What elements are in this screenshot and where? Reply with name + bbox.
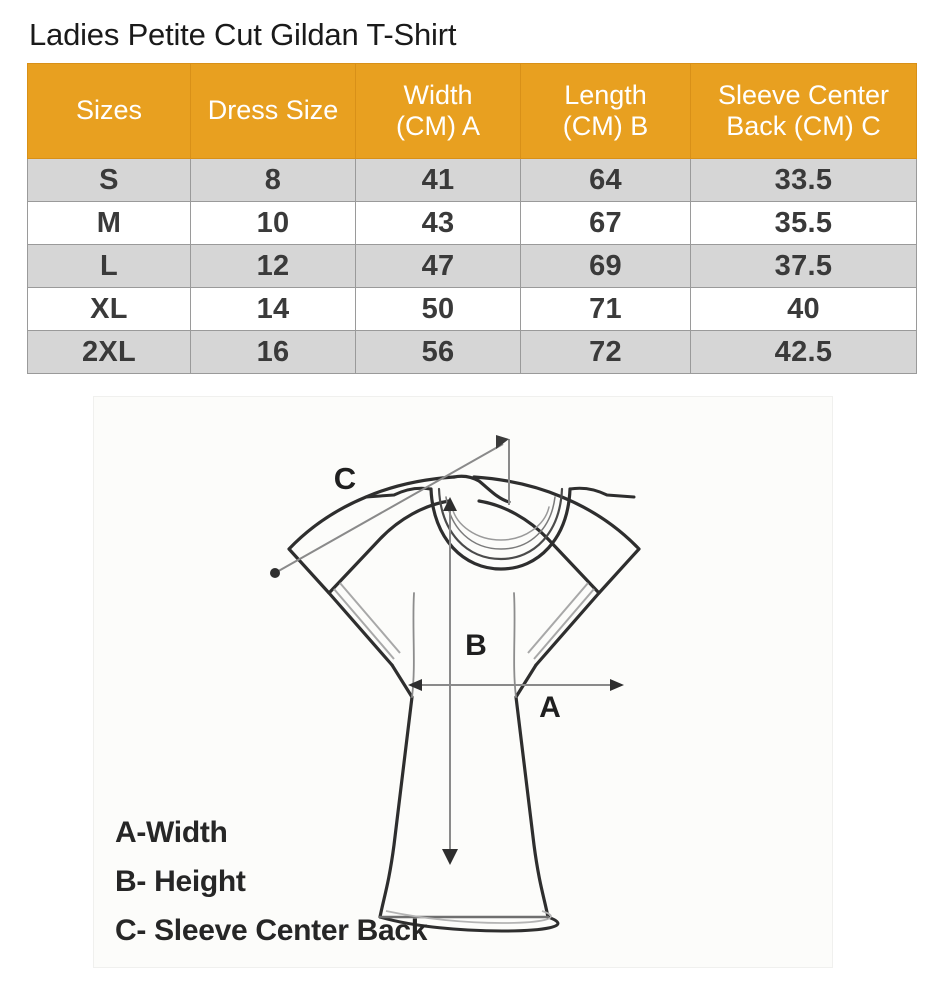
cell-width: 47: [355, 244, 521, 288]
cell-dress-size: 8: [190, 158, 356, 202]
dimension-b-group: [442, 497, 458, 865]
cell-length: 64: [520, 158, 691, 202]
cell-dress-size: 16: [190, 330, 356, 374]
cell-size: L: [27, 244, 191, 288]
dimension-c-group: [270, 435, 510, 578]
column-header-length: Length (CM) B: [520, 63, 691, 159]
column-header-sleeve-line1: Sleeve Center: [717, 79, 890, 110]
dimension-c-line: [274, 443, 504, 574]
dimension-b-arrowhead-bottom: [442, 849, 458, 865]
cell-width: 56: [355, 330, 521, 374]
cell-width: 50: [355, 287, 521, 331]
column-header-width-line2: (CM) A: [396, 111, 480, 141]
measurement-diagram-panel: C B A: [93, 396, 833, 968]
dimension-label-a: A: [539, 691, 561, 724]
page-title: Ladies Petite Cut Gildan T-Shirt: [29, 17, 457, 52]
dimension-c-endpoint: [270, 568, 280, 578]
table-row: S 8 41 64 33.5: [27, 158, 917, 202]
dimension-label-c: C: [334, 461, 356, 496]
right-sleeve-cuff-icon: [527, 582, 595, 660]
cell-sleeve-center-back: 42.5: [690, 330, 917, 374]
column-header-dress-size-line1: Dress Size: [207, 95, 339, 126]
tshirt-diagram-svg: C B A: [270, 435, 641, 933]
column-header-sleeve-line2: Back (CM) C: [726, 111, 881, 141]
dimension-b-arrowhead-top: [443, 497, 457, 511]
cell-length: 67: [520, 201, 691, 245]
cell-sleeve-center-back: 35.5: [690, 201, 917, 245]
column-header-width-line1: Width: [403, 79, 473, 110]
dimension-a-arrowhead-left: [408, 679, 422, 691]
cell-sleeve-center-back: 33.5: [690, 158, 917, 202]
column-header-sizes: Sizes: [27, 63, 191, 159]
cell-size: 2XL: [27, 330, 191, 374]
size-chart-table: Sizes Dress Size Width (CM) A Length (CM…: [27, 63, 917, 374]
table-row: XL 14 50 71 40: [27, 287, 917, 331]
table-header-row: Sizes Dress Size Width (CM) A Length (CM…: [27, 63, 917, 159]
cell-dress-size: 14: [190, 287, 356, 331]
column-header-dress-size: Dress Size: [190, 63, 356, 159]
column-header-sizes-line1: Sizes: [75, 95, 143, 126]
cell-dress-size: 10: [190, 201, 356, 245]
table-row: 2XL 16 56 72 42.5: [27, 330, 917, 374]
legend-item-c: C- Sleeve Center Back: [115, 914, 428, 947]
cell-width: 43: [355, 201, 521, 245]
diagram-legend: A-Width B- Height C- Sleeve Center Back: [115, 808, 545, 955]
cell-width: 41: [355, 158, 521, 202]
table-row: L 12 47 69 37.5: [27, 244, 917, 288]
cell-sleeve-center-back: 37.5: [690, 244, 917, 288]
column-header-width: Width (CM) A: [355, 63, 521, 159]
dimension-c-arrowhead: [496, 435, 509, 449]
dimension-label-b: B: [465, 629, 487, 662]
cell-size: XL: [27, 287, 191, 331]
column-header-sleeve-center-back: Sleeve Center Back (CM) C: [690, 63, 917, 159]
left-sleeve-cuff-icon: [333, 582, 401, 660]
cell-size: S: [27, 158, 191, 202]
cell-size: M: [27, 201, 191, 245]
cell-length: 71: [520, 287, 691, 331]
table-row: M 10 43 67 35.5: [27, 201, 917, 245]
dimension-a-group: [408, 679, 624, 691]
column-header-length-line1: Length: [564, 79, 647, 110]
hem-ribbing-icon: [385, 910, 552, 924]
cell-dress-size: 12: [190, 244, 356, 288]
cell-length: 72: [520, 330, 691, 374]
legend-item-a: A-Width: [115, 816, 228, 849]
column-header-length-line2: (CM) B: [562, 111, 649, 141]
tshirt-outline-icon: [287, 474, 641, 933]
dimension-a-arrowhead-right: [610, 679, 624, 691]
cell-length: 69: [520, 244, 691, 288]
cell-sleeve-center-back: 40: [690, 287, 917, 331]
legend-item-b: B- Height: [115, 865, 246, 898]
